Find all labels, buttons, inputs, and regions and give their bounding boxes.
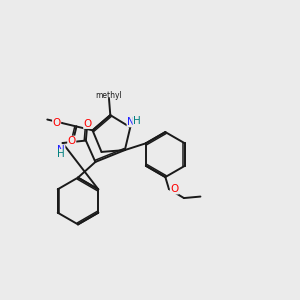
Text: N: N: [127, 117, 135, 127]
Text: O: O: [84, 118, 92, 128]
Text: methyl: methyl: [95, 91, 122, 100]
Text: O: O: [68, 136, 76, 146]
Text: N: N: [57, 145, 65, 154]
Text: O: O: [52, 118, 61, 128]
Text: H: H: [57, 149, 65, 159]
Text: H: H: [133, 116, 141, 126]
Text: O: O: [170, 184, 178, 194]
